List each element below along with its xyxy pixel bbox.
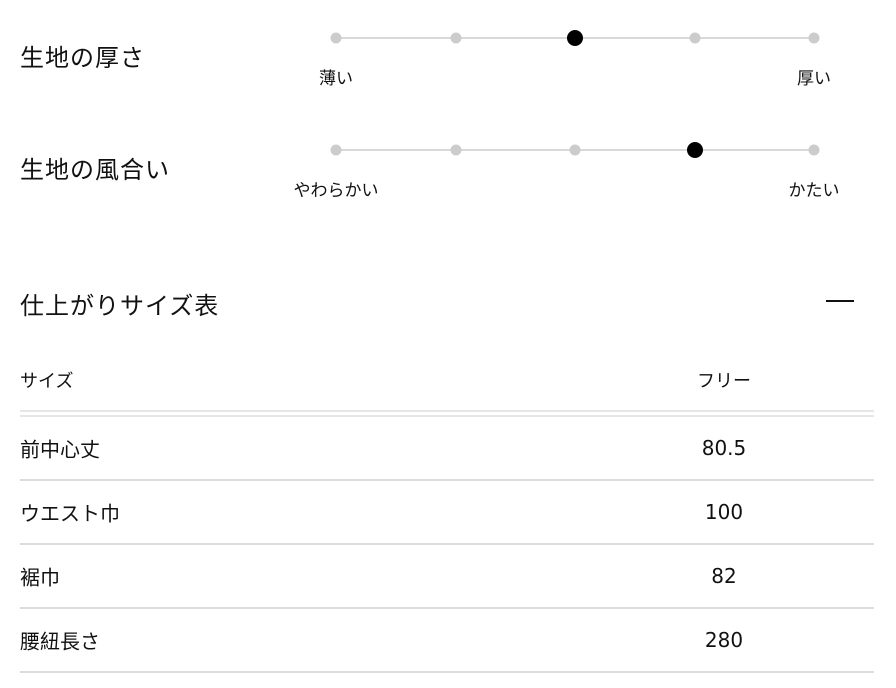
scale-dot bbox=[330, 32, 342, 44]
table-header: サイズ フリー bbox=[20, 360, 874, 412]
scale-track bbox=[330, 142, 820, 158]
row-key: ウエスト巾 bbox=[20, 501, 120, 526]
scale-dot bbox=[569, 144, 581, 156]
row-key: 裾巾 bbox=[20, 565, 60, 590]
size-table: サイズ フリー 前中心丈 80.5 ウエスト巾 100 裾巾 82 腰紐長さ 2… bbox=[20, 360, 874, 673]
scale-dot bbox=[330, 144, 342, 156]
table-row: 裾巾 82 bbox=[20, 545, 874, 609]
table-row: 前中心丈 80.5 bbox=[20, 417, 874, 481]
scale-dot-selected bbox=[686, 142, 703, 158]
row-value: 80.5 bbox=[701, 436, 747, 460]
scale-max-label: かたい bbox=[788, 181, 840, 201]
row-key: 腰紐長さ bbox=[20, 629, 100, 654]
scale-dot bbox=[808, 144, 820, 156]
scale-track bbox=[330, 30, 820, 46]
attribute-label: 生地の風合い bbox=[20, 156, 170, 184]
header-key: サイズ bbox=[20, 371, 74, 392]
attribute-label: 生地の厚さ bbox=[20, 44, 145, 72]
size-table-title: 仕上がりサイズ表 bbox=[20, 292, 220, 320]
row-value: 100 bbox=[704, 500, 744, 524]
row-key: 前中心丈 bbox=[20, 437, 100, 462]
scale-dot bbox=[689, 32, 700, 44]
divider bbox=[20, 412, 874, 417]
header-value: フリー bbox=[697, 371, 751, 392]
table-row: ウエスト巾 100 bbox=[20, 481, 874, 545]
scale-dot bbox=[450, 32, 461, 44]
minus-icon[interactable] bbox=[826, 300, 854, 302]
table-row: 腰紐長さ 280 bbox=[20, 609, 874, 673]
scale-dot bbox=[808, 32, 820, 44]
scale-max-label: 厚い bbox=[797, 69, 831, 89]
scale-dot bbox=[450, 144, 461, 156]
row-value: 82 bbox=[711, 564, 737, 588]
scale-dot-selected bbox=[567, 30, 583, 46]
row-value: 280 bbox=[704, 628, 744, 652]
scale-min-label: 薄い bbox=[319, 69, 353, 89]
scale-min-label: やわらかい bbox=[293, 181, 379, 201]
